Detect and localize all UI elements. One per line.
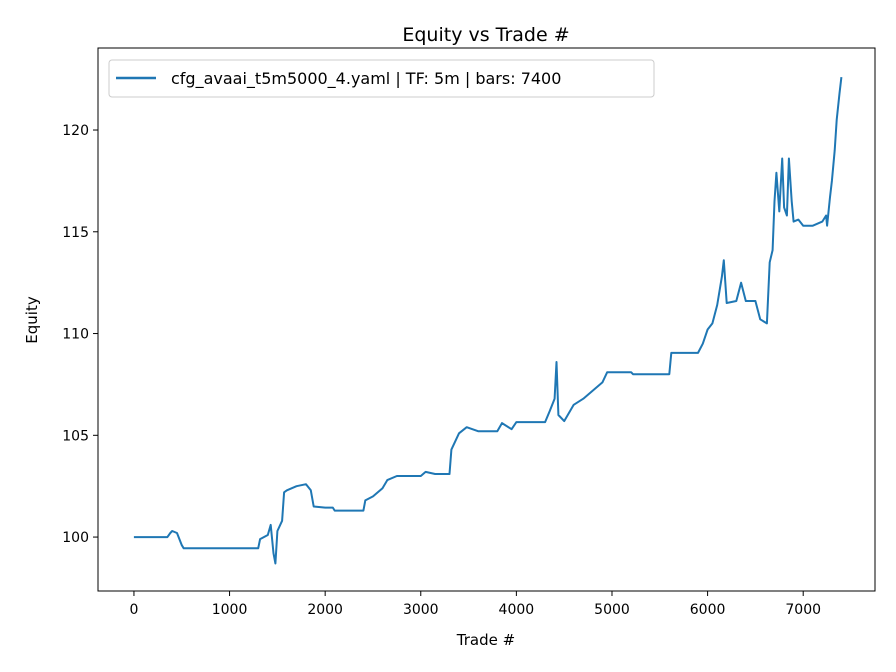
chart-title: Equity vs Trade # — [402, 24, 569, 46]
legend-box — [108, 59, 655, 98]
legend: cfg_avaai_t5m5000_4.yaml | TF: 5m | bars… — [108, 59, 655, 98]
y-tick-label: 110 — [62, 327, 89, 343]
x-tick-label: 1000 — [212, 602, 248, 618]
x-axis-label: Trade # — [456, 631, 515, 649]
x-tick-label: 7000 — [785, 602, 821, 618]
y-tick-label: 105 — [62, 428, 89, 444]
x-tick-label: 4000 — [499, 602, 535, 618]
x-tick-label: 6000 — [690, 602, 726, 618]
y-tick-label: 120 — [62, 123, 89, 139]
x-tick-label: 0 — [129, 602, 138, 618]
x-tick-label: 3000 — [403, 602, 439, 618]
x-tick-label: 2000 — [307, 602, 343, 618]
series-line — [133, 76, 843, 565]
y-axis-label: Equity — [23, 296, 41, 344]
y-tick-label: 115 — [62, 225, 89, 241]
x-tick-label: 5000 — [594, 602, 630, 618]
axes-frame — [97, 47, 876, 592]
legend-label: cfg_avaai_t5m5000_4.yaml | TF: 5m | bars… — [171, 69, 561, 89]
y-tick-label: 100 — [62, 530, 89, 546]
